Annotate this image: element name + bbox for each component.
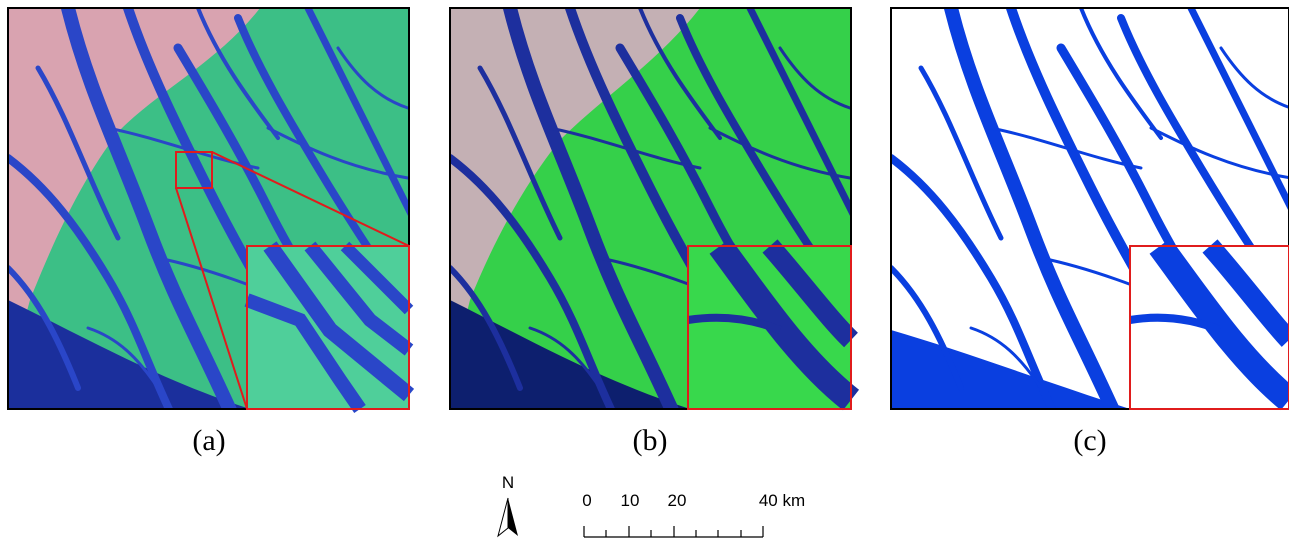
north-arrow [498, 498, 508, 536]
scale-label: 0 [582, 491, 591, 510]
inset-a [247, 246, 409, 409]
north-arrow [508, 498, 518, 536]
inset-c [1130, 246, 1289, 409]
panel-label: (c) [1073, 424, 1106, 457]
scale-label: 40 km [759, 491, 805, 510]
scale-label: 10 [621, 491, 640, 510]
inset-b [688, 246, 851, 409]
scale-bar [584, 526, 763, 537]
scale-label: 20 [668, 491, 687, 510]
page: (a) (b) (c) N 0 10 20 40 km (() => { con… [0, 0, 1289, 541]
figure: (a) (b) (c) N 0 10 20 40 km [0, 0, 1289, 541]
panel-label: (b) [633, 424, 668, 457]
north-label: N [502, 473, 514, 492]
panel-label: (a) [192, 424, 225, 457]
